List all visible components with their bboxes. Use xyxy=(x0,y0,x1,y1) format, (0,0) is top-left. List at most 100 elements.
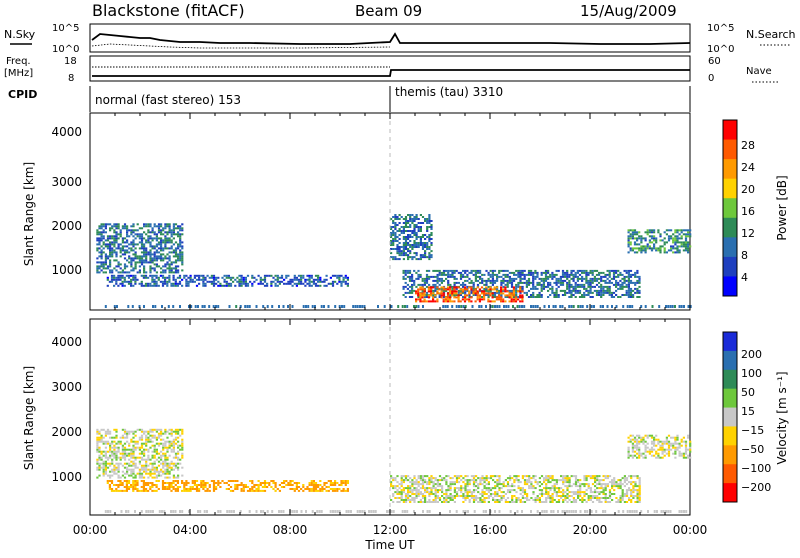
data-cell xyxy=(577,479,579,481)
data-cell xyxy=(338,275,340,277)
data-cell xyxy=(194,480,196,482)
data-cell xyxy=(109,480,111,482)
data-cell xyxy=(564,477,566,479)
data-cell xyxy=(543,284,545,286)
data-cell xyxy=(403,244,405,246)
data-cell xyxy=(145,435,147,437)
data-cell xyxy=(443,294,445,296)
data-cell xyxy=(130,279,132,281)
data-cell xyxy=(132,437,134,439)
data-cell xyxy=(685,243,687,245)
data-cell xyxy=(152,455,154,457)
data-cell xyxy=(536,294,538,296)
data-cell xyxy=(600,278,602,280)
data-cell xyxy=(122,249,124,251)
data-cell xyxy=(399,252,401,254)
data-cell xyxy=(575,282,577,284)
data-cell xyxy=(519,274,521,276)
data-cell xyxy=(511,278,513,280)
data-cell xyxy=(399,228,401,230)
data-cell xyxy=(413,284,415,286)
data-cell xyxy=(347,480,349,482)
data-cell xyxy=(177,277,179,279)
data-cell xyxy=(460,274,462,276)
data-cell xyxy=(403,248,405,250)
data-cell xyxy=(676,439,678,441)
data-cell xyxy=(141,475,143,477)
data-cell xyxy=(430,479,432,481)
data-cell xyxy=(98,449,100,451)
data-cell xyxy=(515,499,517,501)
data-cell xyxy=(470,286,472,288)
data-cell xyxy=(266,486,268,488)
data-cell xyxy=(421,294,423,296)
data-cell xyxy=(156,467,158,469)
data-cell xyxy=(509,475,511,477)
data-cell xyxy=(494,286,496,288)
data-cell xyxy=(583,493,585,495)
data-cell xyxy=(249,490,251,492)
data-cell xyxy=(676,435,678,437)
data-cell xyxy=(171,233,173,235)
data-cell xyxy=(611,296,613,298)
data-cell xyxy=(98,439,100,441)
data-cell xyxy=(651,441,653,443)
data-cell xyxy=(543,272,545,274)
data-cell xyxy=(152,237,154,239)
data-cell xyxy=(152,257,154,259)
data-cell xyxy=(187,283,189,285)
data-cell xyxy=(481,499,483,501)
data-cell xyxy=(549,294,551,296)
data-cell xyxy=(653,229,655,231)
data-cell xyxy=(437,483,439,485)
data-cell xyxy=(394,477,396,479)
data-cell xyxy=(134,482,136,484)
data-cell xyxy=(175,484,177,486)
data-cell xyxy=(449,270,451,272)
data-cell xyxy=(629,305,631,308)
data-cell xyxy=(639,481,641,483)
data-cell xyxy=(549,282,551,284)
data-cell xyxy=(430,286,432,288)
data-cell xyxy=(590,272,592,274)
data-cell xyxy=(355,305,357,308)
data-cell xyxy=(672,447,674,449)
data-cell xyxy=(198,488,200,490)
data-cell xyxy=(628,499,630,501)
data-cell xyxy=(152,429,154,431)
data-cell xyxy=(640,245,642,247)
data-cell xyxy=(479,276,481,278)
data-cell xyxy=(179,239,181,241)
data-cell xyxy=(676,443,678,445)
data-cell xyxy=(181,480,183,482)
data-cell xyxy=(124,237,126,239)
data-cell xyxy=(420,491,422,493)
data-cell xyxy=(432,286,434,288)
data-cell xyxy=(519,282,521,284)
data-cell xyxy=(113,277,115,279)
data-cell xyxy=(181,467,183,469)
data-cell xyxy=(328,305,330,308)
data-cell xyxy=(670,247,672,249)
data-cell xyxy=(96,477,98,479)
data-cell xyxy=(145,471,147,473)
data-cell xyxy=(411,258,413,260)
data-cell xyxy=(179,237,181,239)
data-cell xyxy=(249,305,251,308)
data-cell xyxy=(326,486,328,488)
data-cell xyxy=(120,457,122,459)
data-cell xyxy=(447,270,449,272)
data-cell xyxy=(275,275,277,277)
data-cell xyxy=(243,279,245,281)
data-cell xyxy=(634,501,636,503)
data-cell xyxy=(160,439,162,441)
data-cell xyxy=(471,493,473,495)
data-cell xyxy=(164,265,166,267)
data-cell xyxy=(323,281,325,283)
data-cell xyxy=(456,305,458,308)
data-cell xyxy=(687,233,689,235)
data-cell xyxy=(130,243,132,245)
data-cell xyxy=(179,435,181,437)
data-cell xyxy=(187,281,189,283)
data-cell xyxy=(98,457,100,459)
